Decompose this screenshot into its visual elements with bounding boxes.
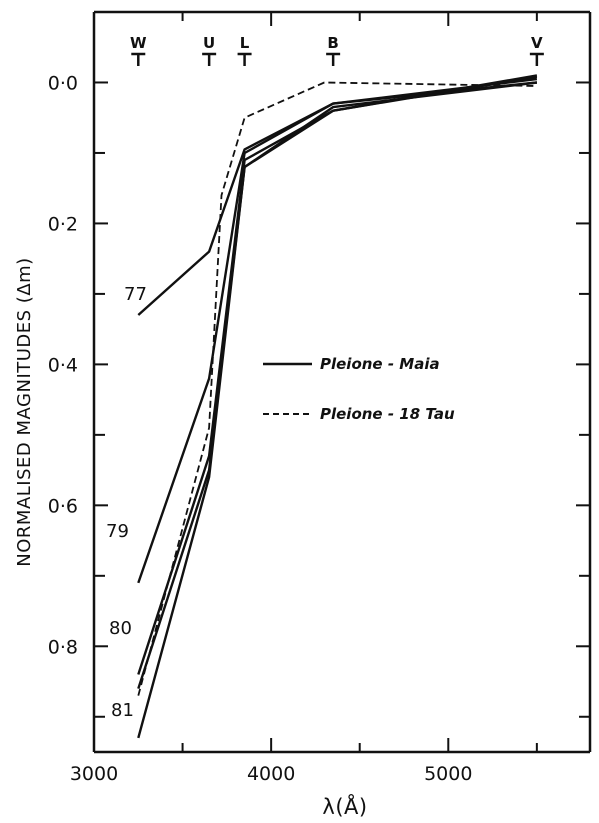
band-label: W [130,34,147,52]
series-line-unlabeled-3 [137,74,538,689]
legend-label-maia: Pleione - Maia [320,355,440,373]
series-line-80 [137,75,538,675]
series-line-unlabeled-5 [137,81,537,696]
legend-label-18tau: Pleione - 18 Tau [320,405,455,423]
curve-label-79: 79 [106,521,129,542]
data-series [137,74,538,739]
y-tick-label: 0·6 [48,495,78,517]
y-tick-label: 0·0 [48,72,78,94]
x-tick-label: 3000 [70,763,118,785]
plot-frame [92,10,592,754]
axis-ticks [93,11,590,752]
band-label: B [327,34,338,52]
curve-labels: 77 79 80 81 [106,284,147,721]
x-tick-label: 5000 [424,763,472,785]
series-line-79 [137,77,538,584]
band-label: V [531,34,543,52]
series-line-81 [137,81,538,739]
curve-label-80: 80 [109,618,132,639]
y-tick-label: 0·8 [48,636,78,658]
x-tick-labels: 3000 4000 5000 [70,763,473,785]
series-line-77 [137,81,538,316]
y-tick-label: 0·2 [48,213,78,235]
curve-label-77: 77 [124,284,147,305]
band-label: L [240,34,250,52]
y-tick-label: 0·4 [48,354,78,376]
y-tick-labels: 0·0 0·2 0·4 0·6 0·8 [48,72,78,658]
legend: Pleione - Maia Pleione - 18 Tau [263,355,455,423]
band-label: U [203,34,215,52]
y-axis-title: NORMALISED MAGNITUDES (Δm) [14,257,35,566]
x-axis-title: λ(Å) [322,793,367,819]
curve-label-81: 81 [111,700,134,721]
x-tick-label: 4000 [247,763,295,785]
